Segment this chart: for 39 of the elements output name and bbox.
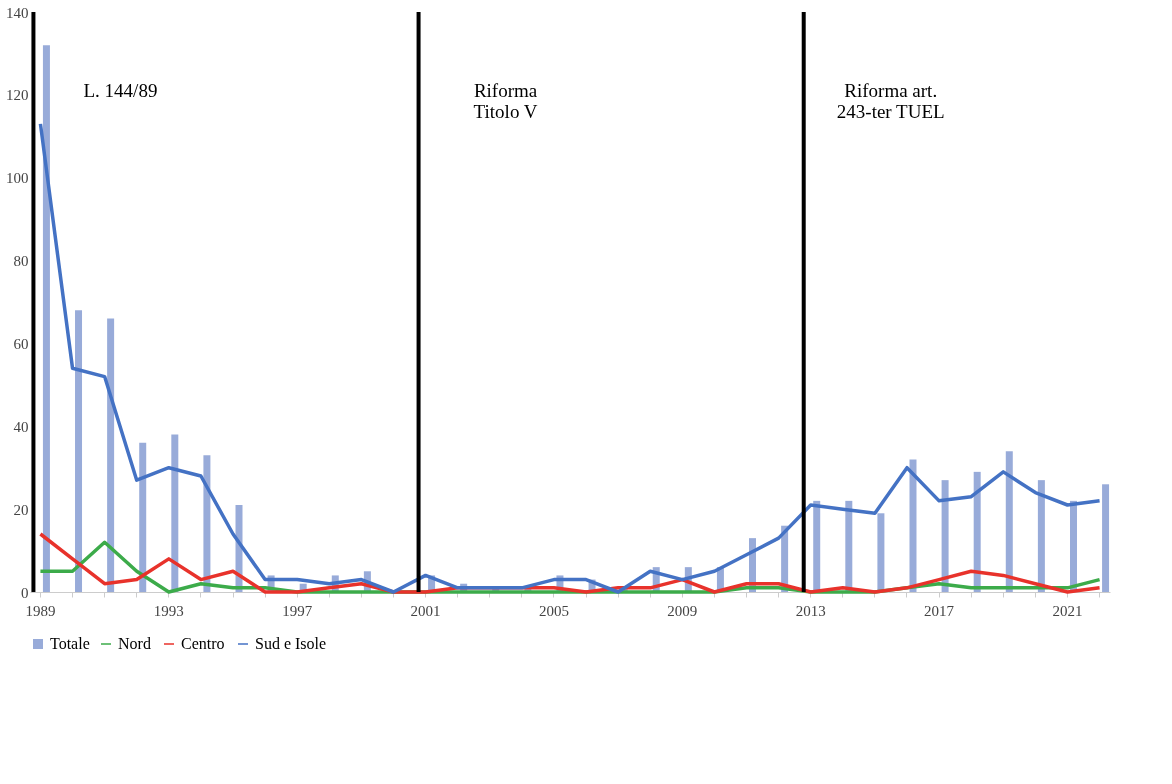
- legend-label: Nord: [118, 635, 151, 652]
- y-tick-label: 100: [6, 170, 29, 187]
- x-tick-label: 1997: [282, 602, 313, 619]
- y-tick-label: 20: [13, 501, 29, 518]
- legend-label: Centro: [181, 635, 225, 652]
- x-tick-label: 1993: [153, 602, 184, 619]
- x-tick-label: 1989: [25, 602, 56, 619]
- ref-line-label: Riforma Titolo V: [473, 80, 538, 122]
- bar: [877, 513, 885, 592]
- bar: [1102, 484, 1110, 592]
- bar: [203, 455, 211, 592]
- x-tick-label: 2013: [795, 602, 826, 619]
- bar: [75, 310, 83, 592]
- bar: [42, 45, 50, 592]
- legend-label: Totale: [50, 635, 90, 652]
- bar: [1037, 480, 1045, 592]
- legend-label: Sud e Isole: [255, 635, 327, 652]
- bar: [171, 434, 179, 592]
- y-tick-label: 60: [13, 335, 29, 352]
- y-tick-label: 40: [13, 418, 29, 435]
- bar: [1005, 451, 1013, 592]
- x-tick-label: 2005: [538, 602, 569, 619]
- bar: [941, 480, 949, 592]
- x-tick-label: 2021: [1052, 602, 1083, 619]
- line-series: [38, 122, 1102, 594]
- ref-line-label: L. 144/89: [83, 80, 158, 101]
- bar: [107, 318, 115, 592]
- bar: [973, 471, 981, 592]
- bar: [139, 442, 147, 592]
- bar: [909, 459, 917, 592]
- y-tick-label: 140: [6, 4, 29, 21]
- x-tick-label: 2017: [924, 602, 955, 619]
- x-tick-label: 2001: [410, 602, 441, 619]
- x-tick-label: 2009: [667, 602, 698, 619]
- y-tick-label: 80: [13, 253, 29, 270]
- ref-line-label: Riforma art. 243-ter TUEL: [836, 80, 945, 122]
- bar: [813, 500, 821, 592]
- y-tick-label: 0: [21, 584, 29, 601]
- y-tick-label: 120: [6, 87, 29, 104]
